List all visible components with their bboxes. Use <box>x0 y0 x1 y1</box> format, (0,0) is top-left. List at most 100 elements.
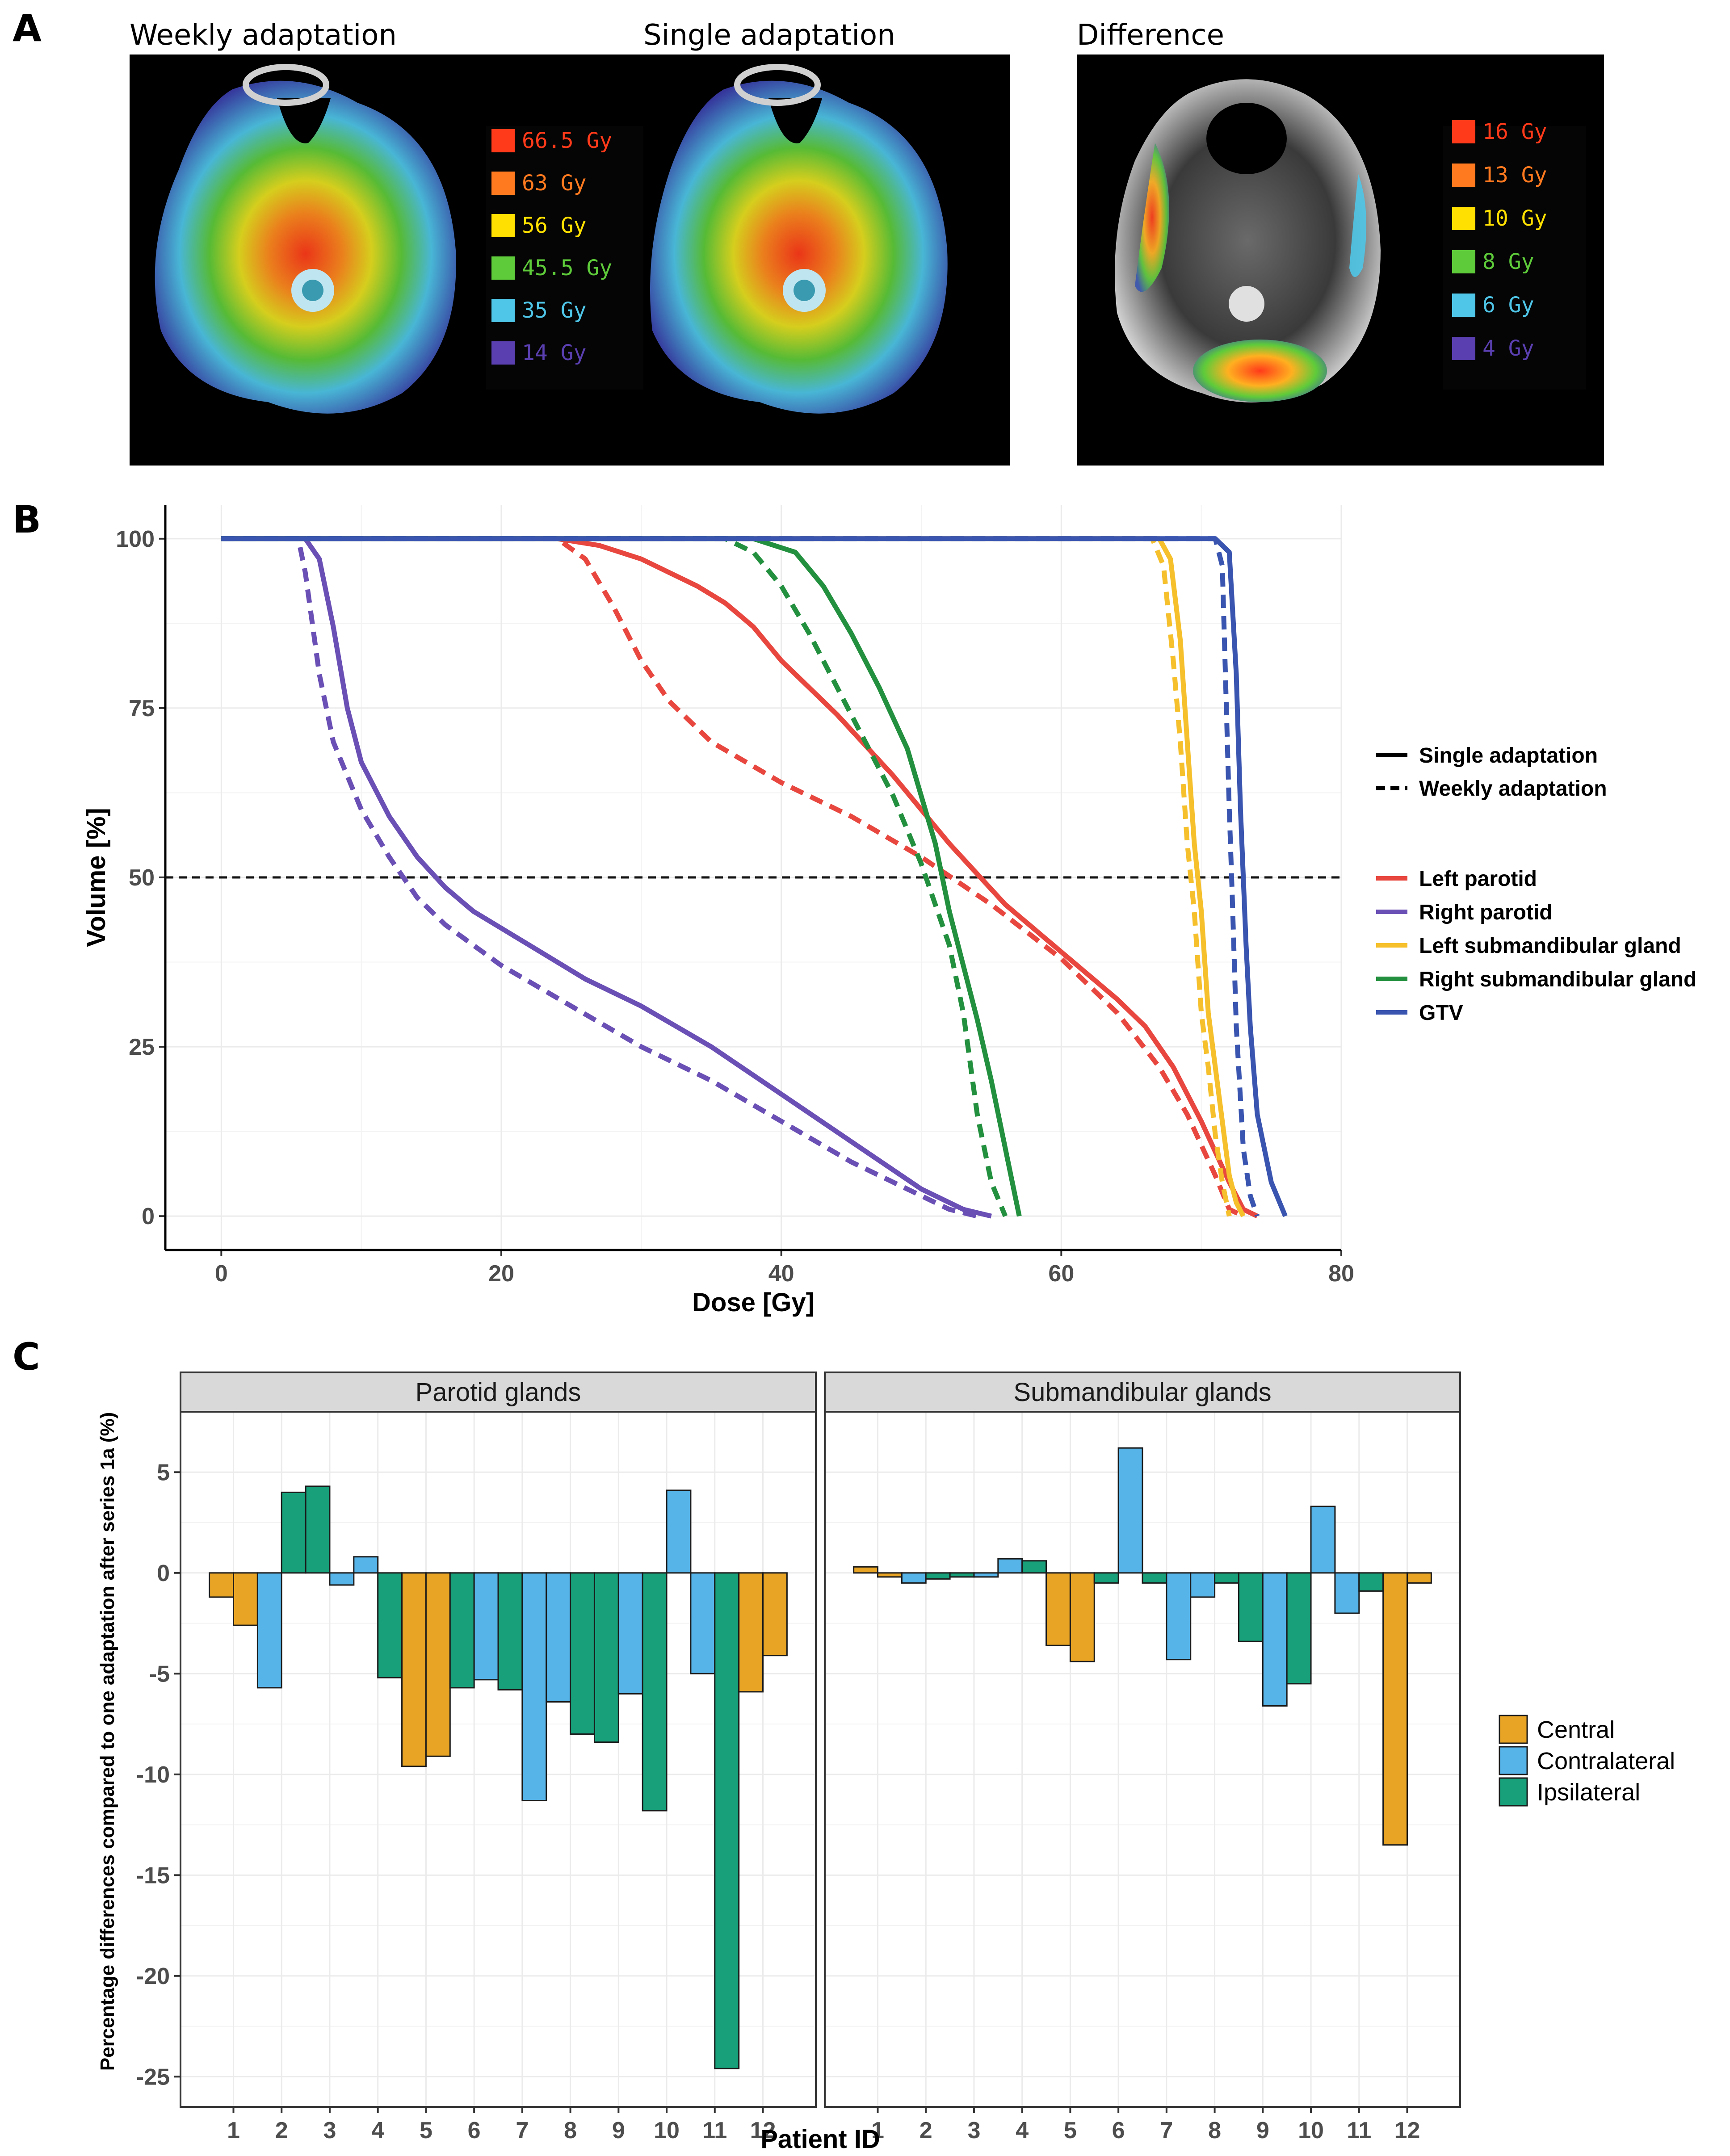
legend-label-central: Central <box>1537 1716 1615 1743</box>
tick-label-y--10: -10 <box>136 1762 170 1788</box>
panel-c-letter: C <box>13 1335 40 1379</box>
legend-label-difference-4-gy: 4 Gy <box>1482 336 1534 361</box>
legend-label-contralateral: Contralateral <box>1537 1748 1675 1774</box>
bar-submandibular-glands-patient-12-1-central <box>1382 1572 1408 1846</box>
tick-label-y--20: -20 <box>136 1963 170 1989</box>
tick-label-x-80: 80 <box>1328 1261 1354 1287</box>
tick-label-x-12: 12 <box>1394 2118 1420 2143</box>
bar-parotid-glands-patient-12-1-central <box>738 1572 764 1693</box>
bar-submandibular-glands-patient-7-1-ipsilateral <box>1142 1572 1167 1584</box>
tick-label-x-10: 10 <box>1298 2118 1324 2143</box>
bar-parotid-glands-patient-3-2-contralateral <box>329 1572 355 1586</box>
legend-label-right-parotid: Right parotid <box>1419 901 1553 924</box>
image-title-difference: Difference <box>1077 19 1224 52</box>
x-axis-title: Patient ID <box>760 2125 880 2154</box>
tick-label-x-40: 40 <box>768 1261 794 1287</box>
ct-dose-image-single <box>643 55 1010 466</box>
bar-submandibular-glands-patient-1-1-central <box>853 1566 878 1574</box>
bar-parotid-glands-patient-10-2-contralateral <box>666 1489 692 1574</box>
tick-label-y-75: 75 <box>129 696 155 721</box>
legend-label-right-submandibular-gland: Right submandibular gland <box>1419 968 1696 991</box>
bar-submandibular-glands-patient-1-2-central <box>877 1572 903 1578</box>
bar-parotid-glands-patient-6-2-contralateral <box>473 1572 499 1681</box>
bar-parotid-glands-patient-12-2-central <box>762 1572 788 1657</box>
tick-label-x-60: 60 <box>1048 1261 1074 1287</box>
tick-label-x-7: 7 <box>516 2118 529 2143</box>
bar-submandibular-glands-patient-9-1-ipsilateral <box>1238 1572 1264 1642</box>
bar-parotid-glands-patient-11-2-ipsilateral <box>714 1572 740 2069</box>
series-line-weekly-left-submandibular-gland <box>221 536 1232 1217</box>
bar-parotid-glands-patient-11-1-contralateral <box>690 1572 716 1674</box>
tick-label-y-50: 50 <box>129 865 155 891</box>
tick-label-x-6: 6 <box>468 2118 481 2143</box>
x-axis-title: Dose [Gy] <box>692 1288 815 1317</box>
bar-parotid-glands-patient-4-1-contralateral <box>353 1556 379 1574</box>
legend-swatch-weekly-56-gy <box>491 214 515 237</box>
legend-swatch-difference-4-gy <box>1452 337 1475 360</box>
series-line-weekly-gtv <box>221 536 1260 1217</box>
legend-label-difference-6-gy: 6 Gy <box>1482 293 1534 318</box>
bar-submandibular-glands-patient-12-2-central <box>1407 1572 1432 1584</box>
tick-label-x-8: 8 <box>564 2118 577 2143</box>
legend-label-weekly-35-gy: 35 Gy <box>522 298 587 323</box>
bar-submandibular-glands-patient-6-1-ipsilateral <box>1093 1572 1119 1584</box>
facet-title-submandibular-glands: Submandibular glands <box>1013 1378 1271 1407</box>
bar-parotid-glands-patient-2-2-ipsilateral <box>281 1491 307 1574</box>
bar-submandibular-glands-patient-10-2-contralateral <box>1310 1506 1336 1574</box>
legend-label-difference-8-gy: 8 Gy <box>1482 249 1534 274</box>
legend-swatch-ipsilateral <box>1499 1777 1528 1807</box>
tick-label-y--15: -15 <box>136 1862 170 1888</box>
image-title-single: Single adaptation <box>643 19 895 52</box>
series-line-weekly-left-parotid <box>221 536 1245 1219</box>
bar-submandibular-glands-patient-6-2-contralateral <box>1117 1447 1143 1574</box>
tick-label-x-9: 9 <box>1256 2118 1269 2143</box>
legend-label-single-adaptation: Single adaptation <box>1419 744 1598 768</box>
bar-parotid-glands-patient-7-1-ipsilateral <box>497 1572 523 1690</box>
tick-label-x-2: 2 <box>920 2118 932 2143</box>
panel-a-letter: A <box>13 6 42 50</box>
legend-label-left-submandibular-gland: Left submandibular gland <box>1419 934 1681 958</box>
legend-label-difference-10-gy: 10 Gy <box>1482 206 1547 231</box>
bar-submandibular-glands-patient-2-2-ipsilateral <box>925 1572 951 1580</box>
bar-submandibular-glands-patient-2-1-contralateral <box>901 1572 927 1584</box>
tick-label-x-4: 4 <box>371 2118 384 2143</box>
legend-swatch-difference-6-gy <box>1452 294 1475 317</box>
tick-label-x-2: 2 <box>275 2118 288 2143</box>
legend-swatch-weekly-63-gy <box>491 172 515 195</box>
tick-label-x-3: 3 <box>323 2118 336 2143</box>
ct-difference-image <box>1077 55 1604 466</box>
tick-label-x-20: 20 <box>488 1261 514 1287</box>
bar-parotid-glands-patient-8-1-contralateral <box>546 1572 571 1703</box>
bar-parotid-glands-patient-5-2-central <box>425 1572 451 1757</box>
bar-submandibular-glands-patient-5-2-central <box>1069 1572 1095 1662</box>
legend-label-weekly-adaptation: Weekly adaptation <box>1419 777 1607 801</box>
bar-submandibular-glands-patient-8-2-ipsilateral <box>1214 1572 1239 1584</box>
tick-label-x-3: 3 <box>967 2118 980 2143</box>
legend-swatch-weekly-14-gy <box>491 341 515 365</box>
tick-label-y--5: -5 <box>149 1661 170 1687</box>
y-axis-title: Volume [%] <box>82 808 111 947</box>
y-axis-title: Percentage differences compared to one a… <box>97 1412 118 2071</box>
legend-label-weekly-66-5-gy: 66.5 Gy <box>522 128 612 153</box>
tick-label-y-100: 100 <box>116 526 155 552</box>
panel-a: A Weekly adaptation Single adaptation Di… <box>13 6 1604 466</box>
tick-label-x-1: 1 <box>871 2118 884 2143</box>
bar-parotid-glands-patient-9-2-contralateral <box>617 1572 643 1695</box>
bar-submandibular-glands-patient-7-2-contralateral <box>1166 1572 1192 1661</box>
series-line-single-right-submandibular-gland <box>221 536 1022 1217</box>
bar-submandibular-glands-patient-3-1-ipsilateral <box>949 1572 975 1578</box>
dvh-chart: 0 20 40 60 80 0 25 50 75 100 Dose [Gy] Volume [%] Si… <box>82 505 1696 1317</box>
facet-border-submandibular-glands <box>824 1411 1461 2108</box>
bar-submandibular-glands-patient-9-2-contralateral <box>1262 1572 1288 1707</box>
bar-submandibular-glands-patient-4-2-ipsilateral <box>1021 1560 1047 1574</box>
tick-label-x-5: 5 <box>420 2118 432 2143</box>
legend-label-ipsilateral: Ipsilateral <box>1537 1779 1640 1806</box>
legend-swatch-weekly-45-5-gy <box>491 256 515 280</box>
tick-label-x-1: 1 <box>227 2118 240 2143</box>
tick-label-x-10: 10 <box>654 2118 680 2143</box>
bar-parotid-glands-patient-8-2-ipsilateral <box>570 1572 595 1735</box>
legend-swatch-difference-13-gy <box>1452 164 1475 187</box>
legend-swatch-weekly-35-gy <box>491 299 515 322</box>
